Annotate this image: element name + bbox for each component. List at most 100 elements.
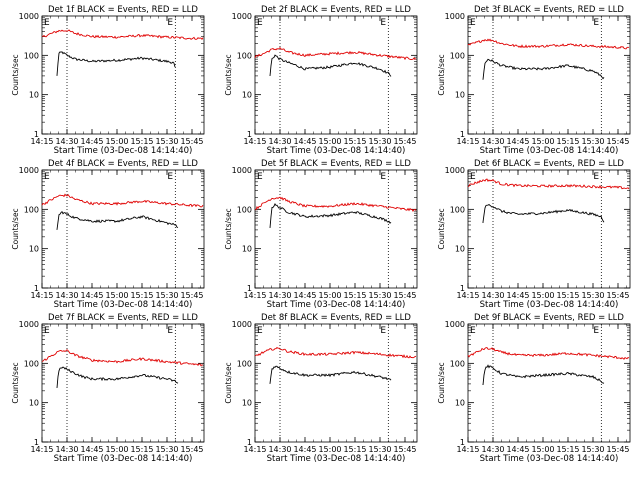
y-tick-label: 10 (455, 399, 465, 408)
y-axis-label: Counts/sec (11, 362, 20, 403)
marker-label: E (44, 172, 50, 182)
marker-label: E (167, 18, 173, 28)
marker-label: E (257, 326, 263, 336)
x-tick-label: 15:15 (343, 137, 366, 146)
events-series-line (269, 202, 392, 228)
plot-frame (41, 323, 205, 443)
x-tick-label: 14:30 (55, 291, 78, 300)
lld-series-line (467, 38, 630, 50)
x-tick-label: 15:15 (556, 291, 579, 300)
y-tick-label: 100 (24, 51, 39, 60)
x-tick-label: 15:00 (531, 137, 554, 146)
x-tick-label: 15:45 (180, 291, 203, 300)
y-tick-label: 1000 (445, 166, 465, 175)
y-tick-label: 10 (455, 91, 465, 100)
plot-frame (254, 15, 418, 135)
x-axis-label: Start Time (03-Dec-08 14:14:40) (54, 146, 193, 156)
marker-label: E (380, 18, 386, 28)
marker-label: E (167, 326, 173, 336)
x-tick-label: 14:15 (30, 445, 53, 454)
plot-frame (254, 323, 418, 443)
x-tick-label: 14:45 (80, 445, 103, 454)
y-tick-label: 10 (242, 399, 252, 408)
x-tick-label: 15:00 (318, 137, 341, 146)
y-tick-label: 1000 (19, 166, 39, 175)
y-tick-label: 1 (34, 438, 39, 447)
events-series-line (56, 51, 176, 76)
x-tick-label: 14:30 (481, 445, 504, 454)
panel-det-5f: Det 5f BLACK = Events, RED = LLD 1 10 100 10… (224, 159, 418, 310)
marker-label: E (380, 326, 386, 336)
panel-title: Det 6f BLACK = Events, RED = LLD (474, 159, 624, 169)
panel-det-8f: Det 8f BLACK = Events, RED = LLD 1 10 100 10… (224, 313, 418, 464)
marker-label: E (593, 326, 599, 336)
panel-det-9f: Det 9f BLACK = Events, RED = LLD 1 10 100 10… (437, 313, 631, 464)
x-tick-label: 15:15 (556, 137, 579, 146)
panel-title: Det 9f BLACK = Events, RED = LLD (474, 313, 624, 323)
events-series-line (482, 203, 605, 223)
x-tick-label: 14:45 (293, 137, 316, 146)
panel-det-6f: Det 6f BLACK = Events, RED = LLD 1 10 100 10… (437, 159, 631, 310)
events-series-line (56, 211, 179, 230)
x-tick-label: 15:45 (393, 291, 416, 300)
x-tick-label: 15:45 (393, 137, 416, 146)
x-tick-label: 15:30 (581, 445, 604, 454)
marker-label: E (380, 172, 386, 182)
x-tick-label: 14:45 (293, 445, 316, 454)
x-tick-label: 15:45 (393, 445, 416, 454)
lld-series-line (255, 196, 417, 212)
y-tick-label: 100 (24, 359, 39, 368)
x-tick-label: 15:00 (531, 291, 554, 300)
events-series-line (482, 364, 605, 386)
x-axis-label: Start Time (03-Dec-08 14:14:40) (267, 146, 406, 156)
x-tick-label: 14:15 (243, 445, 266, 454)
events-series-line (482, 58, 605, 80)
x-tick-label: 15:30 (155, 445, 178, 454)
x-axis-label: Start Time (03-Dec-08 14:14:40) (480, 300, 619, 310)
y-axis-label: Counts/sec (11, 54, 20, 95)
x-tick-label: 15:00 (318, 445, 341, 454)
y-axis-label: Counts/sec (437, 54, 446, 95)
x-axis-label: Start Time (03-Dec-08 14:14:40) (54, 454, 193, 464)
marker-label: E (470, 172, 476, 182)
y-tick-label: 1 (34, 130, 39, 139)
y-tick-label: 1 (460, 130, 465, 139)
marker-label: E (257, 18, 263, 28)
y-tick-label: 100 (24, 205, 39, 214)
lld-series-line (41, 193, 204, 208)
events-series-line (269, 54, 392, 77)
y-axis-label: Counts/sec (437, 208, 446, 249)
panel-title: Det 4f BLACK = Events, RED = LLD (48, 159, 198, 169)
x-axis-label: Start Time (03-Dec-08 14:14:40) (480, 454, 619, 464)
x-tick-label: 14:30 (55, 137, 78, 146)
y-tick-label: 1000 (232, 12, 252, 21)
y-tick-label: 1000 (232, 320, 252, 329)
x-tick-label: 15:30 (581, 291, 604, 300)
y-tick-label: 1 (247, 130, 252, 139)
y-tick-label: 10 (242, 245, 252, 254)
marker-label: E (167, 172, 173, 182)
y-axis-label: Counts/sec (11, 208, 20, 249)
plot-frame (41, 15, 205, 135)
y-axis-label: Counts/sec (224, 208, 233, 249)
lld-series-line (41, 349, 203, 367)
y-tick-label: 100 (450, 205, 465, 214)
y-tick-label: 1000 (19, 320, 39, 329)
y-tick-label: 100 (237, 205, 252, 214)
x-tick-label: 14:30 (55, 445, 78, 454)
y-axis-label: Counts/sec (224, 54, 233, 95)
marker-label: E (593, 172, 599, 182)
y-tick-label: 10 (455, 245, 465, 254)
x-tick-label: 15:00 (105, 137, 128, 146)
panel-det-4f: Det 4f BLACK = Events, RED = LLD 1 10 100 10… (11, 159, 205, 310)
x-tick-label: 14:45 (506, 291, 529, 300)
panel-det-7f: Det 7f BLACK = Events, RED = LLD 1 10 100 10… (11, 313, 205, 464)
x-tick-label: 15:45 (606, 137, 629, 146)
marker-label: E (44, 326, 50, 336)
x-axis-label: Start Time (03-Dec-08 14:14:40) (480, 146, 619, 156)
y-tick-label: 1 (460, 284, 465, 293)
x-tick-label: 14:15 (456, 137, 479, 146)
y-tick-label: 1 (247, 284, 252, 293)
lld-series-line (254, 346, 417, 359)
